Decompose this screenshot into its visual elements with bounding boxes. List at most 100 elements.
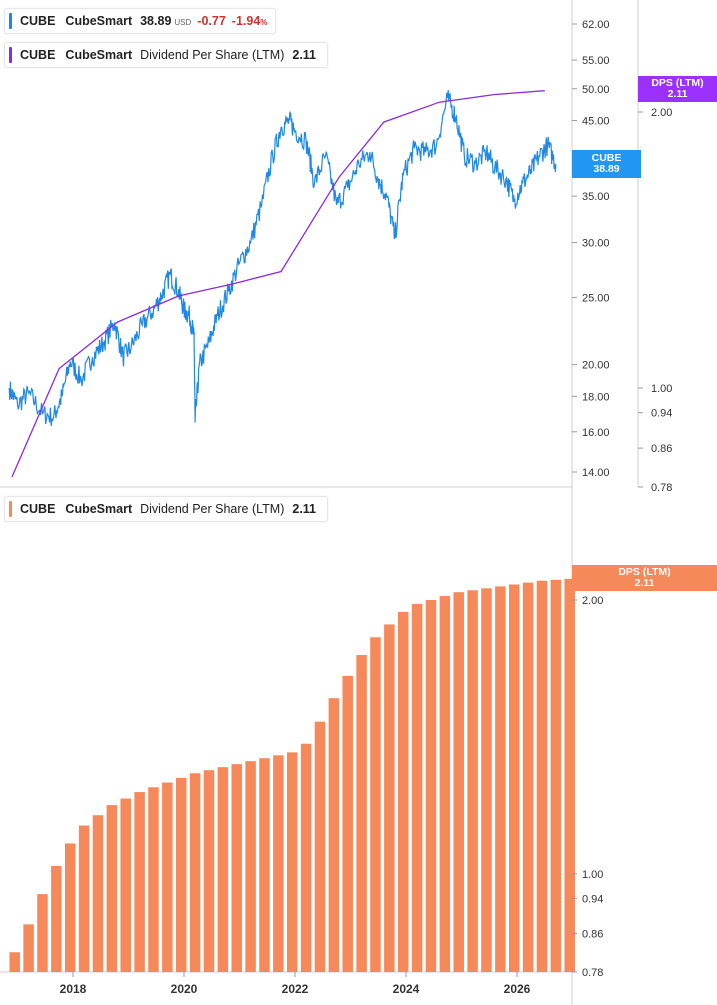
dps-bar: [51, 866, 62, 972]
dps-bar: [273, 755, 284, 972]
legend-currency: USD: [174, 18, 192, 27]
legend-dps-bottom-swatch: [9, 501, 12, 517]
legend-symbol: CUBE: [20, 14, 56, 28]
dps-bar: [286, 752, 298, 972]
price-tick-label: 50.00: [582, 84, 610, 96]
dps-bar: [162, 782, 173, 972]
dps-bar: [328, 698, 340, 972]
price-lines: [8, 89, 557, 478]
dps-bar: [411, 603, 423, 972]
dps-tag-value: 2.11: [634, 577, 655, 589]
legend-price-value: 38.89: [140, 14, 172, 28]
price-tick-label: 45.00: [582, 115, 610, 127]
dps-bar: [508, 584, 520, 972]
dps-bar: [106, 805, 118, 972]
legend-dps-bottom[interactable]: CUBE CubeSmart Dividend Per Share (LTM) …: [4, 496, 329, 522]
legend-dps-swatch: [9, 47, 12, 63]
dps-bar: [148, 787, 159, 972]
price-tick-label: 16.00: [582, 427, 610, 439]
dps-bar: [9, 952, 20, 972]
dps-bar: [397, 612, 409, 972]
dps-tick-label: 2.00: [651, 107, 672, 119]
x-tick-label: 2024: [393, 982, 420, 996]
bar-dps-tick-label: 2.00: [582, 595, 603, 607]
price-tick-label: 35.00: [582, 191, 610, 203]
dps-bar: [522, 582, 534, 972]
price-line: [8, 89, 557, 426]
dps-bar: [536, 580, 548, 972]
dps-tick-label: 0.86: [651, 443, 672, 455]
legend-name: CubeSmart: [65, 14, 133, 28]
price-tag-value: 38.89: [593, 163, 620, 175]
dps-bar: [453, 592, 464, 972]
dps-bar: [425, 600, 437, 972]
x-tick-label: 2022: [282, 982, 309, 996]
price-tick-label: 14.00: [582, 467, 610, 479]
dps-bar: [217, 767, 229, 972]
dps-bar: [384, 624, 395, 972]
dps-bar: [245, 761, 256, 972]
x-tick-label: 2018: [60, 982, 87, 996]
dps-bar: [23, 924, 34, 972]
legend-name: CubeSmart: [65, 48, 133, 62]
dps-bar: [481, 588, 492, 972]
dps-bar: [78, 825, 90, 972]
legend-change: -0.77: [197, 14, 226, 28]
dps-tag-bottom: DPS (LTM) 2.11: [572, 565, 717, 591]
x-axis: 2018 2020 2022 2024 2026: [60, 972, 531, 996]
dps-bar: [467, 590, 478, 972]
dps-bar: [189, 773, 201, 972]
dps-tag-top: DPS (LTM) 2.11: [638, 76, 717, 102]
legend-dps-top[interactable]: CUBE CubeSmart Dividend Per Share (LTM) …: [4, 42, 329, 68]
dps-bar: [370, 637, 381, 972]
price-tick-label: 55.00: [582, 55, 610, 67]
legend-name: CubeSmart: [65, 502, 133, 516]
dps-bar: [175, 777, 187, 972]
dps-bar: [314, 721, 326, 972]
dps-bar: [259, 758, 270, 972]
y-axes: 14.00 16.00 18.00 20.00 25.00 30.00 35.00 45.00…: [572, 19, 672, 979]
legend-symbol: CUBE: [20, 502, 56, 516]
dps-tag-label: DPS (LTM): [651, 77, 704, 89]
x-tick-label: 2026: [504, 982, 531, 996]
dps-bar: [231, 764, 242, 972]
dps-bar: [64, 843, 76, 972]
legend-label: Dividend Per Share (LTM): [140, 48, 285, 62]
legend-price-swatch: [9, 13, 12, 29]
dps-bar: [356, 655, 367, 972]
price-tick-label: 30.00: [582, 238, 610, 250]
dps-tag-label: DPS (LTM): [618, 566, 671, 578]
price-tick-label: 25.00: [582, 292, 610, 304]
legend-price[interactable]: CUBE CubeSmart 38.89 USD -0.77 -1.94%: [4, 8, 277, 34]
dps-tick-label: 0.78: [651, 482, 672, 494]
dps-bar: [37, 894, 48, 972]
price-tick-label: 62.00: [582, 19, 610, 31]
price-tag-symbol: CUBE: [591, 152, 622, 164]
dps-tick-label: 0.94: [651, 408, 672, 420]
dps-bar: [342, 676, 353, 972]
bar-dps-tick-label: 0.78: [582, 967, 603, 979]
dps-bar: [92, 815, 104, 972]
dps-tag-value: 2.11: [667, 88, 688, 100]
dps-bar: [564, 578, 575, 972]
dps-bar: [203, 770, 215, 972]
dps-bar: [300, 743, 312, 972]
dps-bar: [495, 586, 506, 972]
dps-line: [11, 90, 545, 478]
dps-tick-label: 1.00: [651, 383, 672, 395]
dps-bar: [550, 579, 562, 972]
price-tick-label: 20.00: [582, 360, 610, 372]
legend-symbol: CUBE: [20, 48, 56, 62]
x-tick-label: 2020: [171, 982, 198, 996]
dps-bars: [9, 578, 575, 972]
legend-label: Dividend Per Share (LTM): [140, 502, 285, 516]
bar-dps-tick-label: 0.94: [582, 893, 603, 905]
bar-dps-tick-label: 1.00: [582, 869, 603, 881]
dps-bar: [439, 596, 451, 972]
price-tick-label: 18.00: [582, 391, 610, 403]
bar-dps-tick-label: 0.86: [582, 928, 603, 940]
dps-bar: [134, 792, 145, 972]
price-tag: CUBE 38.89: [572, 150, 641, 178]
legend-value: 2.11: [292, 48, 317, 62]
